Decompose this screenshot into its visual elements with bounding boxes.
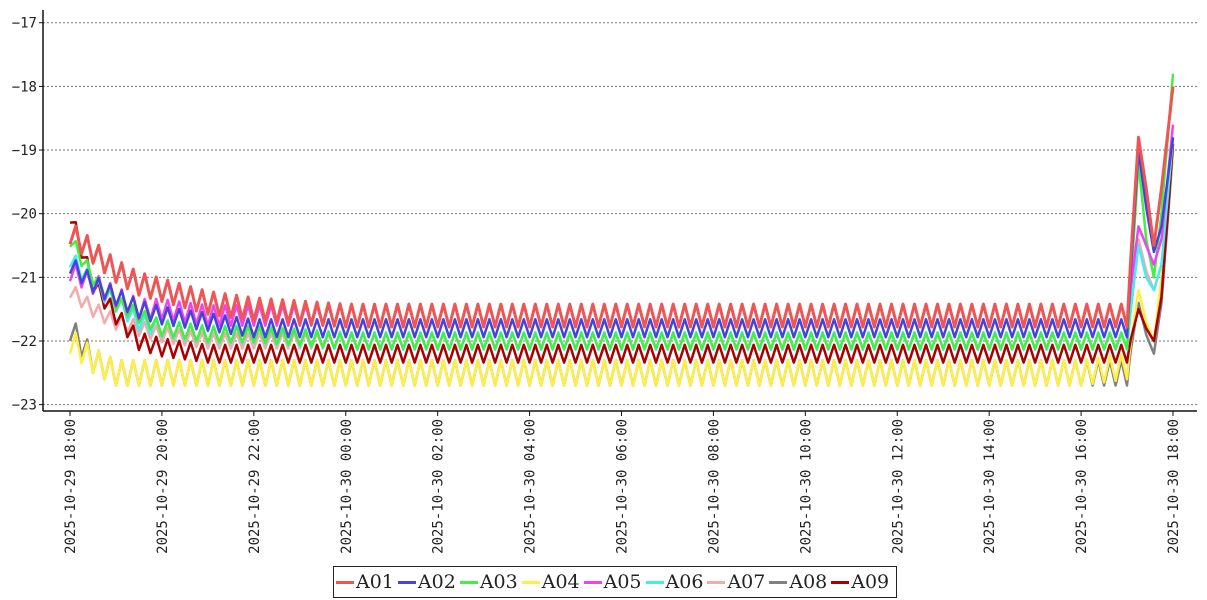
axes — [42, 10, 1197, 412]
x-tick-labels: 2025-10-29 18:00 2025-10-29 20:00 2025-10-… — [63, 411, 1182, 554]
legend-item-a06: A06 — [645, 570, 704, 593]
legend-label: A07 — [727, 570, 766, 593]
legend-item-a03: A03 — [459, 570, 518, 593]
x-tick-label: 2025-10-29 18:00 — [63, 419, 79, 554]
legend-swatch — [459, 580, 478, 584]
legend-item-a05: A05 — [583, 570, 642, 593]
legend-swatch — [769, 580, 788, 584]
legend-swatch — [645, 580, 664, 584]
legend-label: A06 — [665, 570, 704, 593]
x-tick-label: 2025-10-30 10:00 — [798, 419, 814, 554]
y-tick-label: −18 — [12, 79, 37, 95]
legend-swatch — [521, 580, 540, 584]
legend-item-a07: A07 — [707, 570, 766, 593]
y-tick-label: −21 — [12, 270, 37, 286]
x-tick-label: 2025-10-30 04:00 — [523, 419, 539, 554]
legend-swatch — [707, 580, 726, 584]
legend-label: A01 — [356, 570, 394, 593]
legend-item-a08: A08 — [769, 570, 828, 593]
y-tick-label: −19 — [12, 143, 37, 159]
x-tick-label: 2025-10-30 06:00 — [615, 419, 631, 554]
legend-item-a01: A01 — [336, 570, 394, 593]
x-tick-label: 2025-10-29 22:00 — [247, 419, 263, 554]
x-tick-label: 2025-10-30 12:00 — [890, 419, 906, 554]
legend-label: A05 — [603, 570, 642, 593]
y-tick-label: −23 — [12, 398, 37, 414]
series-line-a04 — [68, 149, 1175, 387]
x-tick-label: 2025-10-30 00:00 — [339, 419, 355, 554]
legend-swatch — [831, 580, 850, 584]
y-tick-label: −17 — [12, 16, 37, 32]
y-gridlines — [43, 22, 1197, 406]
series-layer — [68, 73, 1175, 387]
x-tick-label: 2025-10-29 20:00 — [155, 419, 171, 554]
line-chart: −17−18−19−20−21−22−23 2025-10-29 18:00 20… — [12, 10, 1197, 554]
legend-label: A09 — [851, 570, 890, 593]
x-tick-label: 2025-10-30 14:00 — [982, 419, 998, 554]
legend-item-a04: A04 — [521, 570, 580, 593]
x-tick-label: 2025-10-30 08:00 — [706, 419, 722, 554]
legend-label: A03 — [479, 570, 518, 593]
chart-legend: A01 A02 A03 A04 A05 A06 A07 A08 A09 — [333, 566, 898, 598]
legend-label: A04 — [541, 570, 580, 593]
series-line-a03 — [69, 73, 1175, 350]
x-tick-label: 2025-10-30 16:00 — [1074, 419, 1090, 554]
legend-item-a02: A02 — [397, 570, 456, 593]
x-tick-label: 2025-10-30 18:00 — [1166, 419, 1182, 554]
legend-label: A08 — [789, 570, 828, 593]
legend-label: A02 — [417, 570, 456, 593]
series-line-a02 — [68, 137, 1175, 339]
y-tick-label: −22 — [12, 334, 37, 350]
y-tick-label: −20 — [12, 207, 37, 223]
legend-item-a09: A09 — [831, 570, 890, 593]
series-line-a09 — [69, 143, 1175, 364]
y-tick-labels: −17 −18 −19 −20 −21 −22 −23 — [12, 16, 43, 414]
legend-swatch — [336, 580, 354, 584]
x-tick-label: 2025-10-30 02:00 — [431, 419, 447, 554]
legend-swatch — [397, 580, 416, 584]
series-line-a01 — [68, 86, 1175, 329]
legend-swatch — [583, 580, 602, 584]
